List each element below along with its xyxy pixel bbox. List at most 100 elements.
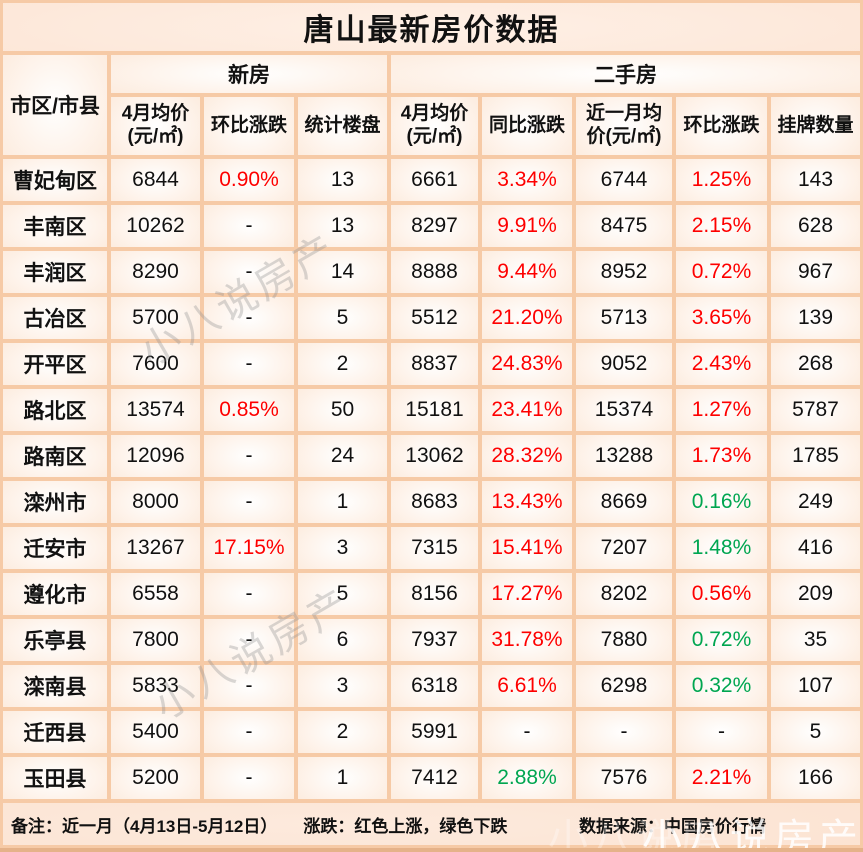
cell-new-mom-change: - bbox=[204, 665, 294, 707]
cell-used-month-avg: 8669 bbox=[576, 481, 672, 523]
cell-new-project-count: 1 bbox=[298, 757, 387, 799]
cell-used-avg-price: 8888 bbox=[391, 251, 478, 293]
cell-used-mom-change: 1.73% bbox=[676, 435, 767, 477]
row-label: 迁安市 bbox=[3, 527, 107, 569]
cell-listing-count: 416 bbox=[771, 527, 860, 569]
cell-used-month-avg: 8475 bbox=[576, 205, 672, 247]
cell-new-mom-change: 17.15% bbox=[204, 527, 294, 569]
cell-new-avg-price: 6558 bbox=[111, 573, 200, 615]
cell-new-project-count: 13 bbox=[298, 205, 387, 247]
cell-used-avg-price: 7937 bbox=[391, 619, 478, 661]
column-header-listing-count: 挂牌数量 bbox=[771, 97, 860, 155]
cell-new-avg-price: 7800 bbox=[111, 619, 200, 661]
cell-used-yoy-change: - bbox=[482, 711, 572, 753]
row-label: 路北区 bbox=[3, 389, 107, 431]
cell-listing-count: 166 bbox=[771, 757, 860, 799]
cell-used-mom-change: 1.25% bbox=[676, 159, 767, 201]
cell-used-month-avg: 8202 bbox=[576, 573, 672, 615]
row-label: 滦南县 bbox=[3, 665, 107, 707]
column-header-used-month-avg: 近一月均 价(元/㎡) bbox=[576, 97, 672, 155]
cell-new-mom-change: 0.90% bbox=[204, 159, 294, 201]
cell-new-avg-price: 5200 bbox=[111, 757, 200, 799]
footer-note: 备注：近一月（4月13日-5月12日） bbox=[11, 816, 278, 836]
row-label: 古冶区 bbox=[3, 297, 107, 339]
cell-used-yoy-change: 28.32% bbox=[482, 435, 572, 477]
cell-used-yoy-change: 2.88% bbox=[482, 757, 572, 799]
cell-used-mom-change: 2.15% bbox=[676, 205, 767, 247]
cell-used-avg-price: 8683 bbox=[391, 481, 478, 523]
cell-new-mom-change: - bbox=[204, 205, 294, 247]
cell-new-project-count: 13 bbox=[298, 159, 387, 201]
cell-new-avg-price: 8290 bbox=[111, 251, 200, 293]
cell-new-avg-price: 7600 bbox=[111, 343, 200, 385]
cell-new-project-count: 14 bbox=[298, 251, 387, 293]
row-label: 乐亭县 bbox=[3, 619, 107, 661]
cell-used-mom-change: 1.27% bbox=[676, 389, 767, 431]
cell-used-month-avg: 7207 bbox=[576, 527, 672, 569]
header-group-new-homes: 新房 bbox=[111, 55, 387, 93]
cell-new-avg-price: 12096 bbox=[111, 435, 200, 477]
cell-listing-count: 209 bbox=[771, 573, 860, 615]
cell-new-project-count: 1 bbox=[298, 481, 387, 523]
footer-data-source: 数据来源：中国房价行情 bbox=[579, 816, 766, 836]
cell-new-avg-price: 13267 bbox=[111, 527, 200, 569]
cell-new-avg-price: 5700 bbox=[111, 297, 200, 339]
column-header-used-yoy-change: 同比涨跌 bbox=[482, 97, 572, 155]
cell-used-yoy-change: 21.20% bbox=[482, 297, 572, 339]
cell-new-mom-change: 0.85% bbox=[204, 389, 294, 431]
cell-listing-count: 35 bbox=[771, 619, 860, 661]
cell-new-mom-change: - bbox=[204, 573, 294, 615]
cell-used-yoy-change: 15.41% bbox=[482, 527, 572, 569]
cell-listing-count: 5 bbox=[771, 711, 860, 753]
cell-used-avg-price: 8156 bbox=[391, 573, 478, 615]
cell-used-avg-price: 6318 bbox=[391, 665, 478, 707]
cell-used-avg-price: 5512 bbox=[391, 297, 478, 339]
cell-new-project-count: 3 bbox=[298, 527, 387, 569]
cell-new-avg-price: 5400 bbox=[111, 711, 200, 753]
cell-new-mom-change: - bbox=[204, 619, 294, 661]
cell-listing-count: 139 bbox=[771, 297, 860, 339]
cell-used-month-avg: 9052 bbox=[576, 343, 672, 385]
cell-new-project-count: 50 bbox=[298, 389, 387, 431]
cell-used-yoy-change: 3.34% bbox=[482, 159, 572, 201]
cell-used-mom-change: 1.48% bbox=[676, 527, 767, 569]
column-header-new-avg-price: 4月均价 (元/㎡) bbox=[111, 97, 200, 155]
cell-used-yoy-change: 9.44% bbox=[482, 251, 572, 293]
row-label: 玉田县 bbox=[3, 757, 107, 799]
cell-used-mom-change: 0.72% bbox=[676, 619, 767, 661]
row-label: 曹妃甸区 bbox=[3, 159, 107, 201]
cell-used-avg-price: 7412 bbox=[391, 757, 478, 799]
cell-listing-count: 967 bbox=[771, 251, 860, 293]
cell-used-mom-change: 0.32% bbox=[676, 665, 767, 707]
cell-used-avg-price: 5991 bbox=[391, 711, 478, 753]
cell-used-mom-change: - bbox=[676, 711, 767, 753]
column-header-new-project-count: 统计楼盘 bbox=[298, 97, 387, 155]
cell-used-avg-price: 13062 bbox=[391, 435, 478, 477]
cell-used-month-avg: 15374 bbox=[576, 389, 672, 431]
cell-listing-count: 268 bbox=[771, 343, 860, 385]
cell-new-mom-change: - bbox=[204, 343, 294, 385]
column-header-used-mom-change: 环比涨跌 bbox=[676, 97, 767, 155]
cell-used-month-avg: 8952 bbox=[576, 251, 672, 293]
cell-new-avg-price: 10262 bbox=[111, 205, 200, 247]
cell-used-yoy-change: 13.43% bbox=[482, 481, 572, 523]
cell-new-avg-price: 6844 bbox=[111, 159, 200, 201]
cell-used-mom-change: 3.65% bbox=[676, 297, 767, 339]
cell-used-yoy-change: 6.61% bbox=[482, 665, 572, 707]
cell-new-mom-change: - bbox=[204, 297, 294, 339]
cell-new-project-count: 2 bbox=[298, 343, 387, 385]
page-title: 唐山最新房价数据 bbox=[3, 3, 860, 51]
cell-used-month-avg: 7880 bbox=[576, 619, 672, 661]
cell-used-yoy-change: 24.83% bbox=[482, 343, 572, 385]
cell-new-project-count: 5 bbox=[298, 297, 387, 339]
column-header-used-avg-price: 4月均价 (元/㎡) bbox=[391, 97, 478, 155]
cell-used-yoy-change: 9.91% bbox=[482, 205, 572, 247]
table-footer: 备注：近一月（4月13日-5月12日） 涨跌：红色上涨，绿色下跌 数据来源：中国… bbox=[3, 803, 860, 845]
cell-used-month-avg: 6298 bbox=[576, 665, 672, 707]
cell-used-avg-price: 8837 bbox=[391, 343, 478, 385]
cell-used-month-avg: 13288 bbox=[576, 435, 672, 477]
cell-used-month-avg: 7576 bbox=[576, 757, 672, 799]
cell-used-month-avg: 5713 bbox=[576, 297, 672, 339]
cell-listing-count: 5787 bbox=[771, 389, 860, 431]
